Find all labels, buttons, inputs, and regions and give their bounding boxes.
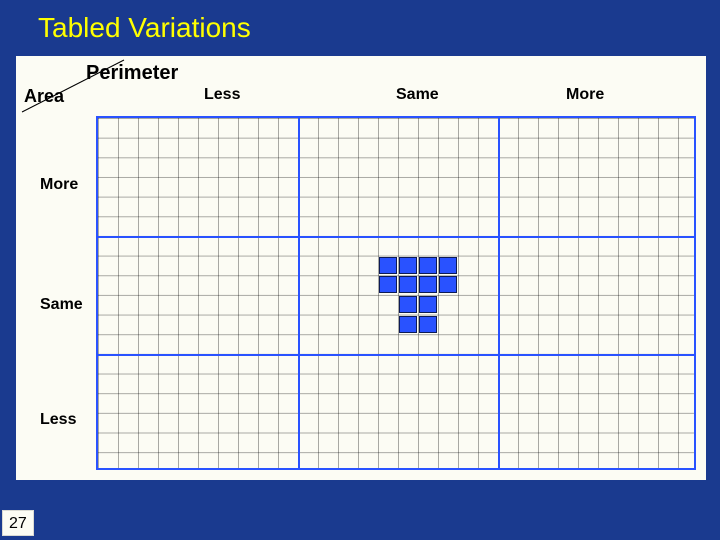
filled-cell bbox=[399, 296, 417, 313]
filled-cell bbox=[439, 276, 457, 293]
col-header-less: Less bbox=[204, 86, 240, 104]
filled-cell bbox=[419, 276, 437, 293]
row-header-same: Same bbox=[40, 296, 83, 314]
slide-title: Tabled Variations bbox=[0, 0, 720, 52]
filled-cell bbox=[439, 257, 457, 274]
filled-cell bbox=[419, 257, 437, 274]
grid-outer bbox=[96, 116, 696, 470]
filled-cell bbox=[419, 296, 437, 313]
col-header-same: Same bbox=[396, 86, 439, 104]
col-divider-2 bbox=[498, 118, 500, 468]
filled-cell bbox=[379, 257, 397, 274]
page-number: 27 bbox=[2, 510, 34, 536]
col-divider-1 bbox=[298, 118, 300, 468]
filled-cell bbox=[399, 257, 417, 274]
y-axis-label: Area bbox=[24, 86, 64, 107]
row-header-less: Less bbox=[40, 411, 76, 429]
col-header-more: More bbox=[566, 86, 604, 104]
row-header-more: More bbox=[40, 176, 78, 194]
chart-panel: Perimeter Area Less Same More More Same … bbox=[16, 56, 706, 480]
filled-cell bbox=[379, 276, 397, 293]
row-divider-2 bbox=[98, 354, 694, 356]
filled-cell bbox=[399, 276, 417, 293]
filled-cell bbox=[419, 316, 437, 333]
filled-cell bbox=[399, 316, 417, 333]
x-axis-label: Perimeter bbox=[86, 62, 178, 85]
row-divider-1 bbox=[98, 236, 694, 238]
